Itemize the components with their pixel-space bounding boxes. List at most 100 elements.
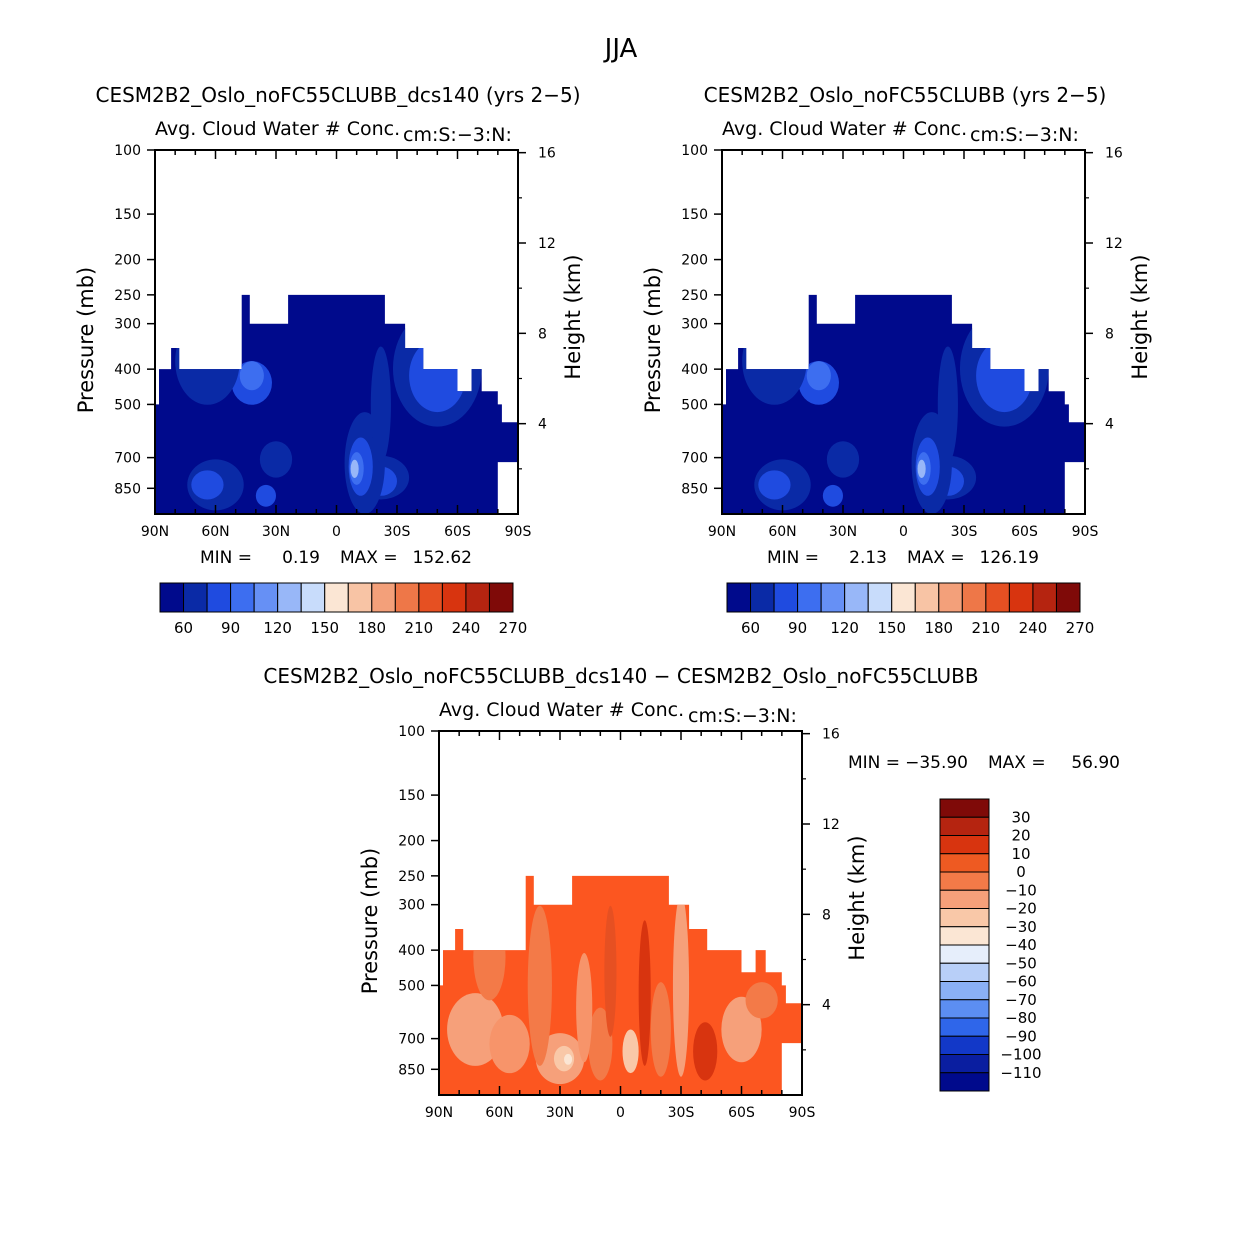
x-tick-label: 60N	[768, 524, 796, 540]
y-tick-right-label: 8	[1105, 326, 1114, 342]
colorbar-label: 30	[1011, 808, 1030, 826]
contour-fill	[588, 1007, 613, 1081]
contour-fill	[473, 913, 506, 1001]
y-tick-right-label: 12	[822, 817, 840, 833]
colorbar-swatch	[324, 582, 349, 613]
colorbar-swatch	[183, 582, 208, 613]
y-tick-label: 500	[114, 397, 141, 413]
contour-field	[155, 294, 518, 514]
colorbar-label: 150	[877, 619, 906, 637]
units-label: cm:S:−3:N:	[970, 124, 1079, 146]
colorbar-swatch	[488, 582, 514, 613]
colorbar-label: 90	[221, 619, 240, 637]
y-tick-label: 850	[681, 481, 708, 497]
colorbar-swatch	[159, 582, 185, 613]
colorbar-label: −40	[1005, 936, 1037, 954]
max-value: 126.19	[980, 548, 1039, 568]
y-tick-right-label: 8	[822, 907, 831, 923]
x-tick-label: 30N	[262, 524, 290, 540]
units-label: cm:S:−3:N:	[688, 705, 797, 727]
contour-fill	[370, 346, 391, 464]
y-axis-right-label: Height (km)	[1128, 254, 1152, 379]
panel-model-dcs140: CESM2B2_Oslo_noFC55CLUBB_dcs140 (yrs 2−5…	[74, 83, 585, 637]
colorbar-swatch	[939, 889, 990, 909]
contour-fill	[564, 1053, 573, 1065]
y-tick-right-label: 16	[822, 727, 840, 743]
colorbar-swatch	[1008, 582, 1034, 613]
y-tick-label: 100	[681, 143, 708, 159]
x-tick-label: 30S	[951, 524, 978, 540]
y-tick-label: 500	[398, 978, 425, 994]
y-tick-label: 150	[114, 207, 141, 223]
colorbar-swatch	[844, 582, 869, 613]
panel-subtitle: Avg. Cloud Water # Conc.	[155, 118, 400, 140]
colorbar-label: 210	[405, 619, 434, 637]
y-tick-right-label: 4	[1105, 417, 1114, 433]
y-tick-label: 100	[114, 143, 141, 159]
x-tick-label: 60N	[485, 1105, 513, 1121]
x-tick-label: 60S	[1011, 524, 1038, 540]
colorbar-swatch	[939, 926, 990, 946]
colorbar-label: 180	[357, 619, 386, 637]
x-tick-label: 0	[899, 524, 908, 540]
colorbar-swatch	[867, 582, 893, 613]
y-tick-label: 850	[398, 1062, 425, 1078]
x-tick-label: 30S	[384, 524, 411, 540]
contour-fill	[722, 294, 1085, 514]
colorbar-swatch	[750, 582, 775, 613]
contour-fill	[175, 317, 240, 405]
colorbar-label: −110	[1000, 1064, 1041, 1082]
y-tick-label: 200	[681, 253, 708, 269]
colorbar-label: 270	[499, 619, 528, 637]
colorbar-swatch	[939, 835, 990, 855]
colorbar-label: −60	[1005, 973, 1037, 991]
colorbar-swatch	[939, 1054, 990, 1074]
y-axis-right-label: Height (km)	[561, 254, 585, 379]
colorbar-swatch	[938, 582, 963, 613]
y-tick-label: 300	[398, 898, 425, 914]
colorbar-label: −20	[1005, 900, 1037, 918]
colorbar-label: 20	[1011, 827, 1030, 845]
contour-fill	[447, 993, 504, 1066]
max-label: MAX =	[907, 548, 965, 568]
max-value: 152.62	[413, 548, 472, 568]
y-tick-right-label: 16	[1105, 146, 1123, 162]
y-axis-label: Pressure (mb)	[358, 848, 382, 995]
min-value: 0.19	[282, 548, 320, 568]
colorbar-swatch	[914, 582, 940, 613]
x-tick-label: 60N	[201, 524, 229, 540]
y-tick-label: 700	[681, 451, 708, 467]
x-tick-label: 30N	[546, 1105, 574, 1121]
x-tick-label: 30N	[829, 524, 857, 540]
x-tick-label: 30S	[668, 1105, 695, 1121]
colorbar-swatch	[939, 1017, 990, 1037]
y-tick-label: 150	[681, 207, 708, 223]
panel-model-control: CESM2B2_Oslo_noFC55CLUBB (yrs 2−5) Avg. C…	[641, 83, 1152, 637]
colorbar-label: 210	[972, 619, 1001, 637]
colorbar-label: −70	[1005, 991, 1037, 1009]
contour-fill	[693, 1022, 718, 1081]
colorbar-swatch	[939, 944, 990, 964]
colorbar-swatch	[726, 582, 752, 613]
colorbar-swatch	[371, 582, 396, 613]
colorbar-label: 270	[1066, 619, 1095, 637]
min-label: MIN =	[767, 548, 819, 568]
colorbar-swatch	[394, 582, 420, 613]
contour-fill	[742, 317, 807, 405]
contour-fill	[826, 441, 860, 478]
y-tick-label: 200	[398, 834, 425, 850]
max-label: MAX =	[988, 753, 1046, 773]
colorbar-swatch	[939, 908, 990, 928]
colorbar-label: −50	[1005, 954, 1037, 972]
colorbar-swatch	[939, 798, 990, 818]
y-tick-label: 300	[681, 317, 708, 333]
y-tick-right-label: 4	[538, 417, 547, 433]
y-axis-label: Pressure (mb)	[641, 267, 665, 414]
colorbar-label: −80	[1005, 1009, 1037, 1027]
panel-difference: CESM2B2_Oslo_noFC55CLUBB_dcs140 − CESM2B…	[263, 664, 1120, 1121]
x-tick-label: 90N	[141, 524, 169, 540]
colorbar-label: −90	[1005, 1027, 1037, 1045]
colorbar-swatch	[820, 582, 846, 613]
min-value: −35.90	[905, 753, 968, 773]
y-tick-label: 400	[398, 943, 425, 959]
